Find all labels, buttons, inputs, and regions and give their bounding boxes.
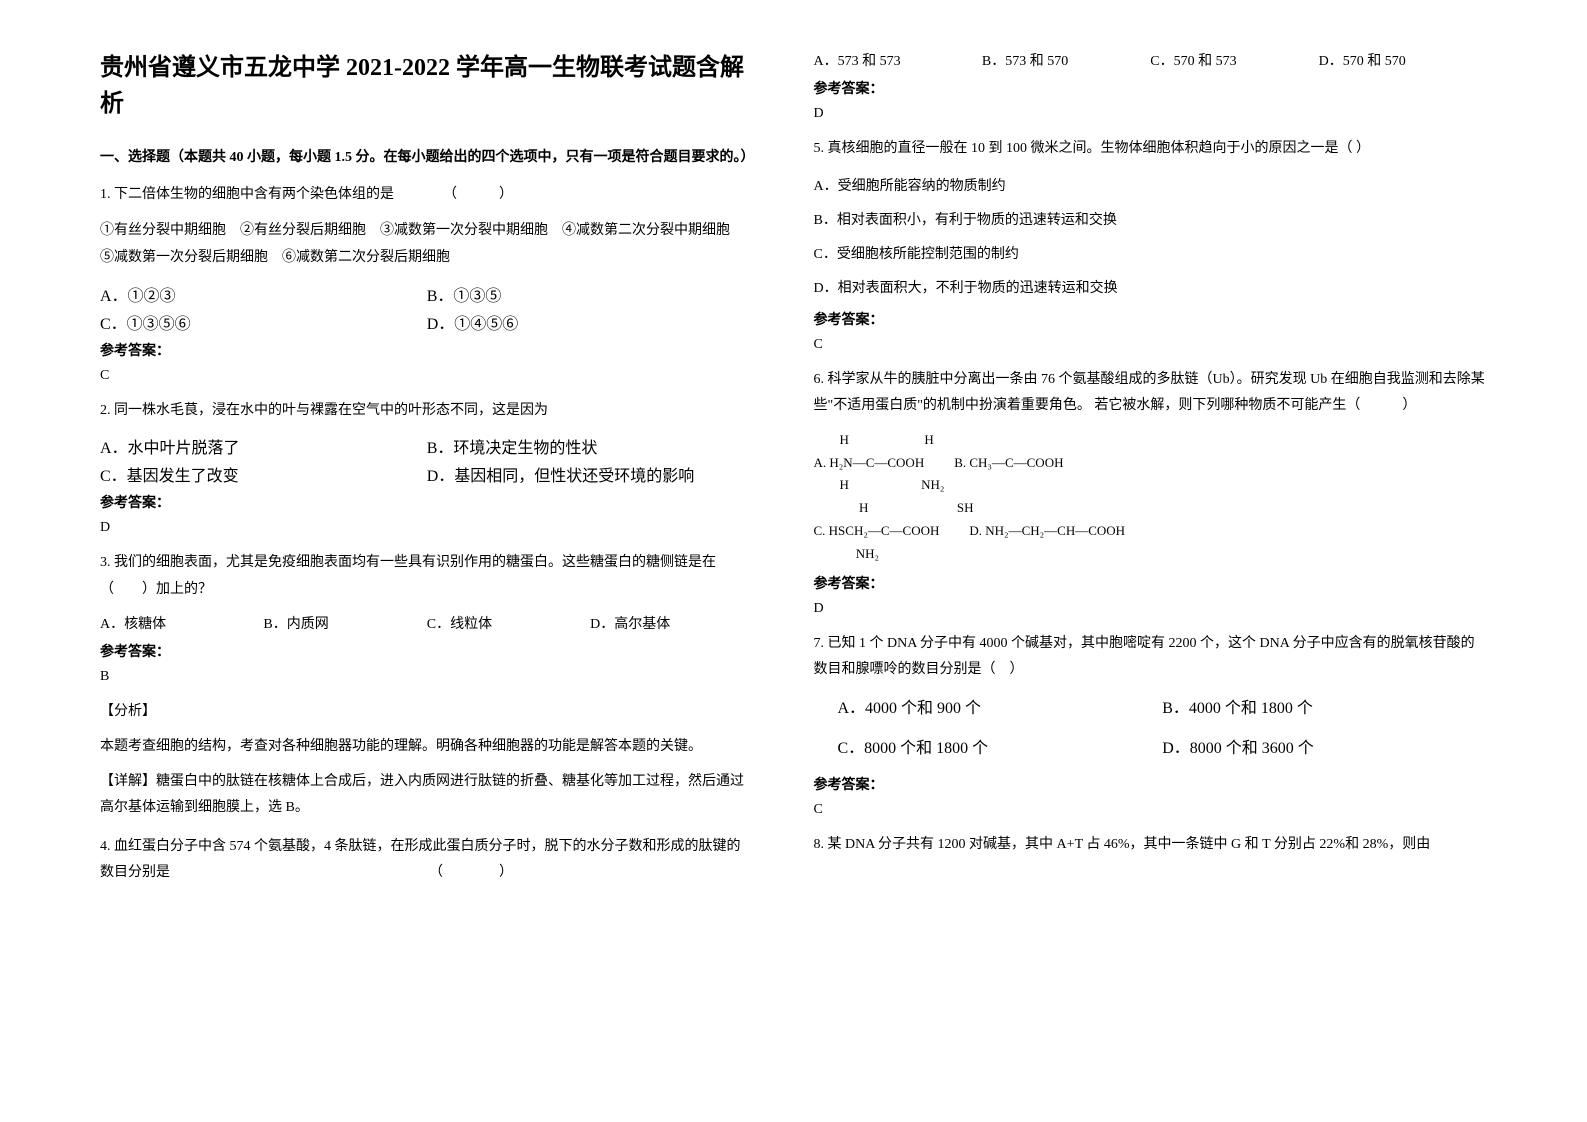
q3-option-b: B．内质网 bbox=[263, 613, 426, 633]
q7-answer-label: 参考答案： bbox=[814, 774, 1488, 794]
q6-stem: 6. 科学家从牛的胰脏中分离出一条由 76 个氨基酸组成的多肽链（Ub）。研究发… bbox=[814, 367, 1488, 420]
q5-option-b: B．相对表面积小，有利于物质的迅速转运和交换 bbox=[814, 207, 1488, 235]
q4-answer-label: 参考答案： bbox=[814, 78, 1488, 98]
q7-option-b: B．4000 个和 1800 个 bbox=[1162, 694, 1487, 718]
q4-option-a: A．573 和 573 bbox=[814, 50, 982, 70]
chem-c-nh2: NH₂ bbox=[814, 544, 880, 565]
q1-detail: ①有丝分裂中期细胞 ②有丝分裂后期细胞 ③减数第一次分裂中期细胞 ④减数第二次分… bbox=[100, 218, 754, 271]
document-title: 贵州省遵义市五龙中学 2021-2022 学年高一生物联考试题含解析 bbox=[100, 50, 754, 122]
q1-option-b: B．①③⑤ bbox=[427, 282, 754, 306]
q1-stem: 1. 下二倍体生物的细胞中含有两个染色体组的是 （ ） bbox=[100, 182, 754, 209]
chem-b-nh2: NH₂ bbox=[879, 475, 945, 496]
q3-option-d: D．高尔基体 bbox=[590, 613, 753, 633]
q2-option-b: B．环境决定生物的性状 bbox=[427, 434, 754, 458]
q3-analysis-1: 本题考查细胞的结构，考查对各种细胞器功能的理解。明确各种细胞器的功能是解答本题的… bbox=[100, 734, 754, 761]
q7-option-c: C．8000 个和 1800 个 bbox=[838, 734, 1163, 758]
q2-stem: 2. 同一株水毛茛，浸在水中的叶与裸露在空气中的叶形态不同，这是因为 bbox=[100, 398, 754, 425]
q6-answer-label: 参考答案： bbox=[814, 573, 1488, 593]
q5-stem: 5. 真核细胞的直径一般在 10 到 100 微米之间。生物体细胞体积趋向于小的… bbox=[814, 136, 1488, 163]
q6-chemical-structures: H H A. H₂N—C—COOH B. CH₃—C—COOH H NH₂ H bbox=[814, 430, 1488, 565]
chem-a-h1: H bbox=[814, 430, 849, 451]
chem-a-h3: H bbox=[814, 475, 849, 496]
q5-answer-label: 参考答案： bbox=[814, 309, 1488, 329]
q7-option-a: A．4000 个和 900 个 bbox=[838, 694, 1163, 718]
q6-answer: D bbox=[814, 601, 1488, 617]
q4-option-c: C．570 和 573 bbox=[1150, 50, 1318, 70]
q3-analysis-label: 【分析】 bbox=[100, 699, 754, 726]
q4-option-b: B．573 和 570 bbox=[982, 50, 1150, 70]
q2-option-c: C．基因发生了改变 bbox=[100, 462, 427, 486]
q3-analysis-2: 【详解】糖蛋白中的肽链在核糖体上合成后，进入内质网进行肽链的折叠、糖基化等加工过… bbox=[100, 769, 754, 822]
q5-option-d: D．相对表面积大，不利于物质的迅速转运和交换 bbox=[814, 275, 1488, 303]
q1-option-c: C．①③⑤⑥ bbox=[100, 310, 427, 334]
q1-option-d: D．①④⑤⑥ bbox=[427, 310, 754, 334]
q3-answer-label: 参考答案： bbox=[100, 641, 754, 661]
q1-answer: C bbox=[100, 368, 754, 384]
q4-answer: D bbox=[814, 106, 1488, 122]
q2-option-d: D．基因相同，但性状还受环境的影响 bbox=[427, 462, 754, 486]
chem-b-h1: H bbox=[879, 430, 934, 451]
q2-answer: D bbox=[100, 520, 754, 536]
chem-c-h: H bbox=[814, 498, 869, 519]
q3-option-c: C．线粒体 bbox=[427, 613, 590, 633]
q3-stem: 3. 我们的细胞表面，尤其是免疫细胞表面均有一些具有识别作用的糖蛋白。这些糖蛋白… bbox=[100, 550, 754, 603]
q5-answer: C bbox=[814, 337, 1488, 353]
chem-b-main: B. CH₃—C—COOH bbox=[954, 453, 1063, 474]
q4-stem-part1: 4. 血红蛋白分子中含 574 个氨基酸，4 条肽链，在形成此蛋白质分子时，脱下… bbox=[100, 834, 754, 887]
q8-stem: 8. 某 DNA 分子共有 1200 对碱基，其中 A+T 占 46%，其中一条… bbox=[814, 832, 1488, 859]
chem-d-main: D. NH₂—CH₂—CH—COOH bbox=[969, 521, 1125, 542]
q7-answer: C bbox=[814, 802, 1488, 818]
q2-option-a: A．水中叶片脱落了 bbox=[100, 434, 427, 458]
q4-option-d: D．570 和 570 bbox=[1319, 50, 1487, 70]
q1-option-a: A．①②③ bbox=[100, 282, 427, 306]
q7-stem: 7. 已知 1 个 DNA 分子中有 4000 个碱基对，其中胞嘧啶有 2200… bbox=[814, 631, 1488, 684]
chem-d-sh: SH bbox=[898, 498, 973, 519]
chem-c-main: C. HSCH₂—C—COOH bbox=[814, 521, 940, 542]
q7-option-d: D．8000 个和 3600 个 bbox=[1162, 734, 1487, 758]
chem-a-main: A. H₂N—C—COOH bbox=[814, 453, 925, 474]
q5-option-a: A．受细胞所能容纳的物质制约 bbox=[814, 173, 1488, 201]
q2-answer-label: 参考答案： bbox=[100, 492, 754, 512]
q5-option-c: C．受细胞核所能控制范围的制约 bbox=[814, 241, 1488, 269]
q3-answer: B bbox=[100, 669, 754, 685]
q1-answer-label: 参考答案： bbox=[100, 340, 754, 360]
q3-option-a: A．核糖体 bbox=[100, 613, 263, 633]
section-header: 一、选择题（本题共 40 小题，每小题 1.5 分。在每小题给出的四个选项中，只… bbox=[100, 146, 754, 170]
